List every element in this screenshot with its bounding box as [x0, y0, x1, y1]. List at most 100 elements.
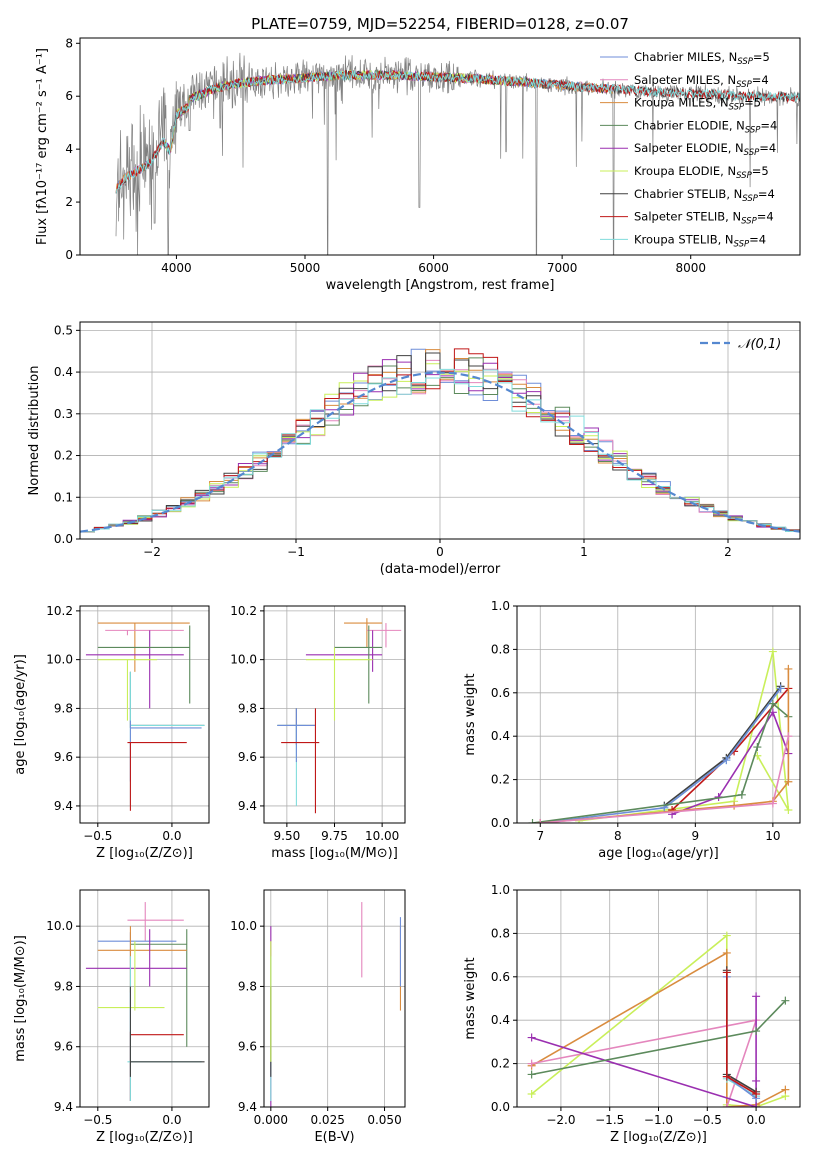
plot-area-spectrum	[115, 52, 800, 255]
x-tick-label: −1.0	[644, 1113, 673, 1127]
plot-area-age_vs_mass	[277, 618, 402, 814]
y-tick-label: 0.8	[491, 642, 510, 656]
data-point-salpeter_miles	[366, 623, 402, 648]
weight-series-chabrier_elodie	[527, 996, 790, 1079]
weight-marker	[768, 699, 777, 708]
x-tick-label: 10.00	[365, 829, 399, 843]
weight-marker	[781, 1085, 790, 1094]
plot-area-age_vs_Z	[85, 622, 205, 811]
y-tick-label: 10.2	[230, 604, 257, 618]
weight-marker	[527, 1033, 536, 1042]
weight-series-salpeter_miles	[536, 732, 793, 823]
weight-marker	[527, 1089, 536, 1098]
y-tick-label: 0.2	[54, 449, 73, 463]
panel-residuals: −2 −1 0 1 2 0.0 0.1 0.2 0.3 0.4 0.5 (data-model)/er…	[27, 321, 801, 577]
weight-marker	[781, 996, 790, 1005]
panel-age_vs_mass: 9.50 9.75 10.00 9.4 9.6 9.8 10.0 10.2 mass [log₁…	[230, 604, 406, 861]
axes-frame	[79, 605, 210, 824]
legend-entry-chabrier_elodie: Chabrier ELODIE, NSSP=4	[634, 118, 777, 135]
weight-marker	[737, 790, 746, 799]
weight-marker	[722, 948, 731, 957]
data-point-chabrier_elodie	[130, 929, 188, 1047]
x-tick-label: 5000	[290, 261, 321, 275]
x-tick-label: −0.5	[693, 1113, 722, 1127]
data-point-kroupa_stelib	[127, 956, 202, 1101]
y-tick-label: 0.1	[54, 490, 73, 504]
plot-area-mass_vs_Z	[85, 902, 205, 1101]
weight-marker	[752, 1103, 761, 1107]
y-tick-label: 1.0	[491, 883, 510, 897]
weight-series-salpeter_stelib	[722, 968, 761, 1098]
weight-marker	[527, 1070, 536, 1079]
weight-marker	[784, 664, 793, 673]
x-tick-label: 8000	[675, 261, 706, 275]
weight-series-kroupa_stelib	[660, 684, 785, 812]
x-tick-label: 0.0	[162, 1113, 181, 1127]
data-point-kroupa_miles	[97, 926, 187, 993]
y-tick-label: 9.6	[54, 750, 73, 764]
legend-entry-salpeter_stelib: Salpeter STELIB, NSSP=4	[634, 210, 774, 227]
model-fit-kroupa_elodie	[163, 69, 537, 152]
y-tick-label: 9.8	[238, 979, 257, 993]
y-tick-label: 0.5	[54, 323, 73, 337]
weight-marker	[536, 819, 545, 823]
y-tick-label: 0.6	[491, 970, 510, 984]
x-axis-label: Z [log₁₀(Z/Z⊙)]	[96, 846, 193, 861]
data-point-kroupa_stelib	[129, 671, 205, 806]
weight-marker	[730, 801, 739, 810]
data-point-salpeter_elodie	[85, 929, 187, 987]
y-tick-label: 0.4	[54, 365, 73, 379]
data-point-salpeter_stelib	[281, 708, 320, 814]
y-axis-label: age [log₁₀(age/yr)]	[13, 654, 28, 775]
x-tick-label: 2	[724, 545, 732, 559]
y-tick-label: 9.8	[54, 701, 73, 715]
weight-series-salpeter_elodie	[527, 992, 761, 1107]
x-tick-label: 9.75	[321, 829, 348, 843]
y-tick-label: 10.2	[46, 604, 73, 618]
y-axis-label: Normed distribution	[27, 366, 42, 496]
y-tick-label: 4	[65, 142, 73, 156]
x-tick-label: 7000	[547, 261, 578, 275]
legend-entry-chabrier_miles: Chabrier MILES, NSSP=5	[634, 50, 770, 67]
data-point-salpeter_miles	[127, 902, 184, 942]
y-tick-label: 0.8	[491, 926, 510, 940]
y-tick-label: 0.0	[54, 532, 73, 546]
plot-area-mass_vs_ebv	[270, 902, 402, 1107]
y-tick-label: 0.2	[491, 773, 510, 787]
spectrum-legend: Chabrier MILES, NSSP=5 Salpeter MILES, NS…	[600, 50, 777, 249]
weight-marker	[527, 1059, 536, 1068]
x-tick-label: 4000	[161, 261, 192, 275]
data-point-chabrier_elodie	[97, 625, 191, 704]
data-point-salpeter_miles	[105, 629, 184, 636]
weight-marker	[722, 1072, 731, 1081]
data-point-chabrier_miles	[129, 720, 202, 782]
weight-line	[671, 710, 790, 816]
y-tick-label: 1.0	[491, 599, 510, 613]
y-tick-label: 10.0	[46, 919, 73, 933]
x-tick-label: 6000	[418, 261, 449, 275]
data-point-kroupa_stelib	[277, 724, 306, 806]
x-axis-label: mass [log₁₀(M/M⊙)]	[271, 846, 398, 861]
data-point-salpeter_stelib	[129, 1031, 184, 1101]
x-tick-label: −2	[143, 545, 161, 559]
weight-marker	[784, 805, 793, 814]
x-tick-label: 0.0	[747, 1113, 766, 1127]
y-tick-label: 9.8	[54, 979, 73, 993]
panel-mass_vs_Z: −0.5 0.0 9.4 9.6 9.8 10.0 Z [log₁₀(Z/Z⊙)] mass …	[13, 889, 210, 1145]
x-axis-label: Z [log₁₀(Z/Z⊙)]	[610, 1130, 707, 1145]
weight-marker	[752, 1076, 761, 1085]
y-tick-label: 0.6	[491, 686, 510, 700]
weight-line	[531, 951, 786, 1107]
weight-marker	[752, 1027, 761, 1036]
y-tick-label: 9.4	[238, 799, 257, 813]
x-axis-label: Z [log₁₀(Z/Z⊙)]	[96, 1130, 193, 1145]
y-tick-label: 8	[65, 36, 73, 50]
weight-marker	[776, 684, 785, 693]
x-axis-label: (data-model)/error	[380, 562, 501, 577]
data-point-kroupa_elodie	[97, 659, 158, 721]
data-point-chabrier_miles	[277, 708, 316, 763]
residual-legend: 𝒩(0,1)	[700, 337, 781, 352]
legend-entry-kroupa_miles: Kroupa MILES, NSSP=5	[634, 96, 761, 113]
weight-marker	[753, 743, 762, 752]
